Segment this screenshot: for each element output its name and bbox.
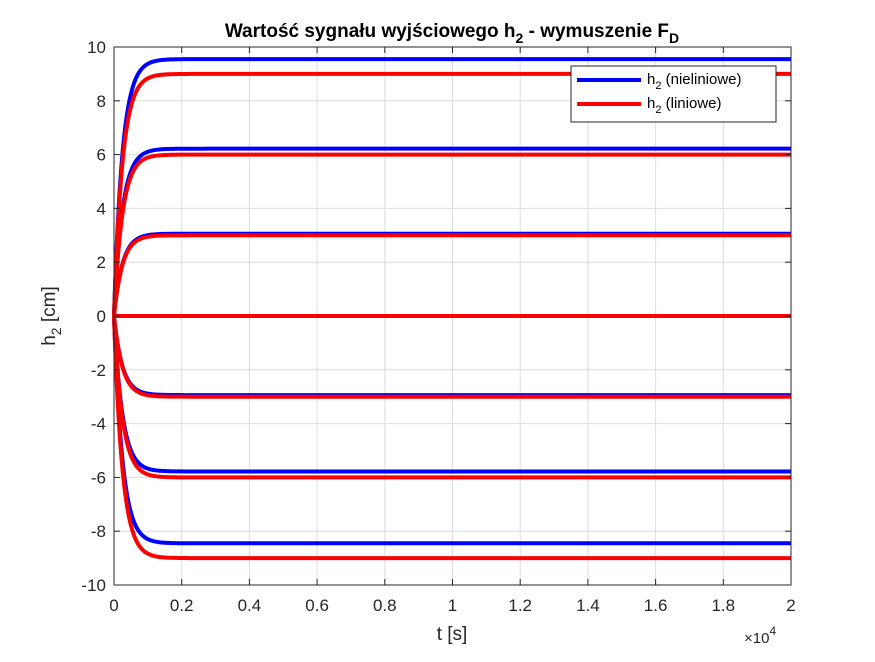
legend-box (570, 65, 777, 123)
y-tick-label: 8 (97, 92, 106, 111)
y-tick-label: -8 (91, 522, 106, 541)
ylabel-main: h (39, 335, 60, 346)
x-axis-label: t [s] (437, 624, 468, 645)
x-tick-label: 1.8 (711, 596, 735, 615)
chart-title: Wartość sygnału wyjściowego h2 - wymusze… (225, 21, 679, 46)
y-axis-label: h2 [cm] (39, 286, 64, 346)
x-tick-label: 2 (786, 596, 795, 615)
legend: h2 (nieliniowe) h2 (liniowe) (570, 65, 777, 123)
y-tick-label: 0 (97, 307, 106, 326)
x-axis-multiplier: ×104 (744, 624, 776, 647)
y-tick-label: 6 (97, 146, 106, 165)
legend-label-nonlinear: h2 (nieliniowe) (647, 71, 742, 92)
x-tick-label: 0.2 (170, 596, 194, 615)
title-sub2: D (669, 30, 679, 46)
x-tick-label: 0.8 (373, 596, 397, 615)
title-mid: - wymuszenie F (523, 21, 669, 42)
y-tick-label: -10 (81, 576, 106, 595)
x-tick-label: 1.2 (508, 596, 532, 615)
x-multiplier-base: ×10 (744, 630, 769, 647)
x-tick-label: 0.6 (305, 596, 329, 615)
x-tick-label: 1.4 (576, 596, 600, 615)
x-tick-label: 0 (109, 596, 118, 615)
y-tick-label: 2 (97, 253, 106, 272)
ylabel-sub: 2 (48, 327, 64, 335)
x-tick-label: 0.4 (238, 596, 262, 615)
linear-series-line (112, 71, 791, 318)
title-sub1: 2 (516, 30, 524, 46)
title-main: Wartość sygnału wyjściowego h (225, 21, 516, 42)
ylabel-unit: [cm] (39, 286, 60, 327)
linear-series-line (112, 233, 791, 318)
y-tick-label: 4 (97, 199, 106, 218)
y-tick-label: 10 (87, 38, 106, 57)
legend-label-linear: h2 (liniowe) (647, 95, 721, 116)
x-multiplier-exp: 4 (769, 624, 776, 638)
x-tick-label: 1 (448, 596, 457, 615)
linear-series-line (112, 314, 791, 561)
y-tick-label: -6 (91, 468, 106, 487)
y-tick-label: -4 (91, 415, 106, 434)
ticks: 0 0.2 0.4 0.6 0.8 1 1.2 1.4 1.6 1.8 2 10 8 6 4 2 0 -2 -4 -6… (81, 38, 795, 615)
y-tick-label: -2 (91, 361, 106, 380)
x-tick-label: 1.6 (644, 596, 668, 615)
